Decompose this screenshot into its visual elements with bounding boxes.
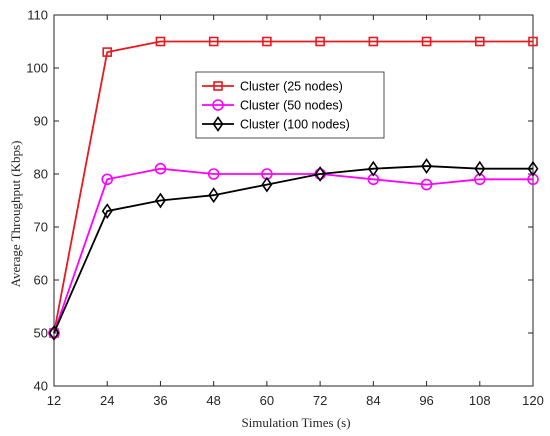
data-point (474, 160, 486, 177)
x-tick-label: 60 (260, 393, 274, 408)
x-tick-label: 12 (47, 393, 61, 408)
series-line (53, 167, 533, 334)
data-point (155, 36, 166, 47)
legend-marker (212, 99, 224, 111)
series-3 (48, 158, 539, 341)
data-point (474, 36, 485, 47)
data-point (315, 36, 325, 47)
data-point (368, 36, 379, 47)
data-point (420, 178, 433, 191)
x-tick-label: 48 (206, 393, 220, 408)
data-point (314, 166, 326, 182)
legend-label: Cluster (100 nodes) (240, 118, 350, 132)
data-point (262, 36, 272, 47)
series-layer (48, 36, 539, 341)
x-tick-label: 72 (313, 393, 327, 408)
legend-label: Cluster (50 nodes) (240, 99, 343, 113)
legend-label: Cluster (25 nodes) (240, 80, 343, 94)
data-point (261, 176, 273, 193)
x-axis-label: Simulation Times (s) (241, 415, 350, 430)
y-tick-label: 50 (34, 326, 48, 341)
data-point (421, 158, 433, 174)
y-tick-label: 110 (27, 8, 48, 23)
legend-item: Cluster (50 nodes) (202, 99, 343, 113)
legend-marker (212, 116, 224, 132)
x-tick-label: 120 (522, 393, 544, 408)
y-tick-label: 90 (34, 114, 48, 129)
data-point (208, 36, 219, 47)
y-tick-label: 60 (34, 273, 48, 288)
data-point (208, 187, 220, 204)
y-tick-label: 70 (34, 220, 48, 235)
x-axis: 12 24 36 48 60 72 84 96 108 120 (47, 15, 544, 408)
legend-item: Cluster (100 nodes) (202, 116, 350, 132)
data-point (48, 325, 60, 341)
data-point (528, 36, 538, 47)
y-axis: 40 50 60 70 80 90 100 110 (26, 8, 533, 394)
x-tick-label: 96 (419, 393, 433, 408)
series-line (53, 165, 533, 334)
legend-marker (213, 81, 223, 91)
data-point (101, 173, 114, 186)
data-point (101, 203, 113, 220)
legend: Cluster (25 nodes) Cluster (50 nodes) Clus… (195, 71, 385, 139)
plot-border (53, 14, 534, 387)
x-tick-label: 36 (153, 393, 167, 408)
data-point (207, 168, 220, 180)
y-axis-label: Average Throughput (Kbps) (8, 141, 23, 288)
legend-item: Cluster (25 nodes) (202, 80, 343, 94)
y-tick-label: 40 (34, 379, 48, 394)
x-tick-label: 108 (469, 393, 491, 408)
series-2 (48, 162, 539, 339)
y-tick-label: 80 (34, 167, 48, 182)
data-point (102, 47, 113, 57)
x-tick-label: 24 (100, 393, 114, 408)
series-1 (49, 36, 538, 338)
data-point (154, 192, 166, 209)
data-point (367, 160, 379, 177)
plot-area (53, 14, 534, 387)
x-tick-label: 84 (366, 393, 380, 408)
series-line (53, 40, 533, 334)
data-point (421, 36, 432, 47)
data-point (527, 160, 539, 177)
data-point (154, 162, 167, 175)
y-tick-label: 100 (26, 61, 48, 76)
